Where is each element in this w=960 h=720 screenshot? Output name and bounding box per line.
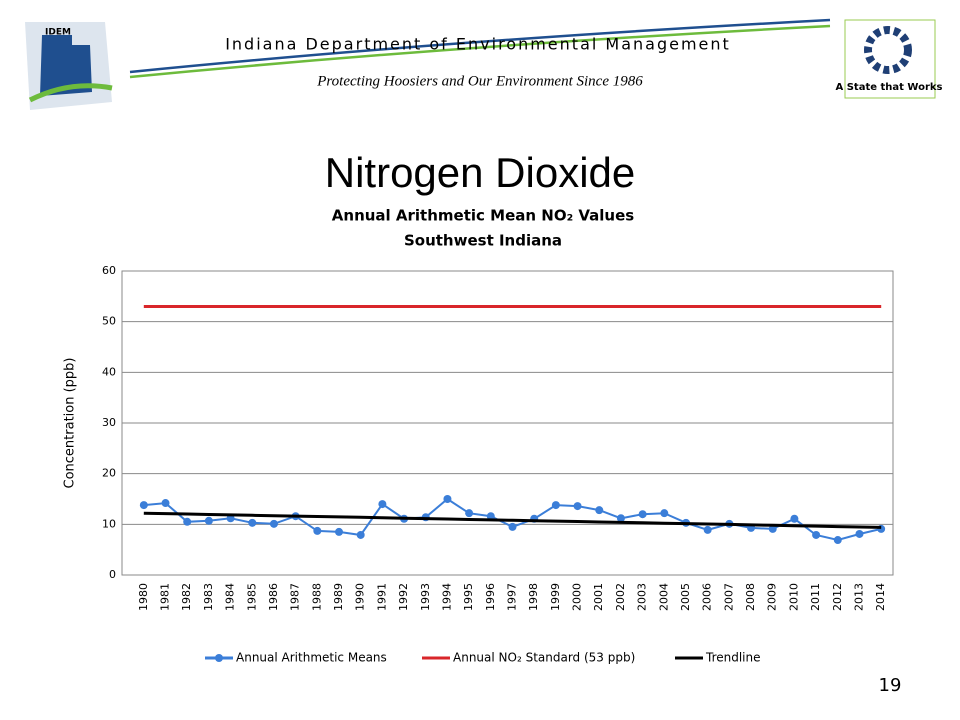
data-point <box>161 499 170 508</box>
x-tick-label: 2000 <box>571 583 584 611</box>
data-point <box>790 514 799 523</box>
x-tick-label: 1986 <box>267 583 280 611</box>
data-point <box>833 536 842 545</box>
x-tick-label: 1989 <box>332 583 345 611</box>
logo-text: IDEM <box>45 28 71 38</box>
y-tick-label: 60 <box>102 264 116 277</box>
x-tick-label: 1999 <box>549 583 562 611</box>
y-tick-label: 20 <box>102 467 116 480</box>
x-tick-label: 2001 <box>592 583 605 611</box>
x-tick-label: 1997 <box>506 583 519 611</box>
x-tick-label: 1992 <box>397 583 410 611</box>
data-point <box>855 529 864 538</box>
x-tick-label: 2005 <box>679 583 692 611</box>
x-tick-label: 2011 <box>809 583 822 611</box>
legend-label: Annual NO₂ Standard (53 ppb) <box>453 651 635 665</box>
data-point <box>313 526 322 535</box>
agency-name: Indiana Department of Environmental Mana… <box>225 35 731 54</box>
x-tick-label: 1998 <box>527 583 540 611</box>
data-point <box>269 519 278 528</box>
state-logo-gear <box>864 26 912 74</box>
legend-label: Annual Arithmetic Means <box>236 651 387 665</box>
series-line <box>143 511 882 529</box>
logo-state <box>40 35 92 96</box>
x-tick-label: 1987 <box>289 583 302 611</box>
data-point <box>443 495 452 503</box>
legend-marker <box>215 654 223 662</box>
x-tick-label: 1980 <box>137 583 150 611</box>
data-point <box>638 510 647 519</box>
data-point <box>551 501 560 510</box>
y-tick-label: 10 <box>102 517 116 530</box>
data-point <box>812 530 821 539</box>
data-point <box>486 512 495 521</box>
y-tick-label: 50 <box>102 315 116 328</box>
x-tick-label: 2014 <box>874 583 887 611</box>
data-point <box>248 518 257 527</box>
x-tick-label: 2013 <box>852 583 865 611</box>
x-tick-label: 2006 <box>701 583 714 611</box>
x-tick-label: 2002 <box>614 583 627 611</box>
x-tick-label: 2012 <box>831 583 844 611</box>
data-point <box>768 524 777 533</box>
chart-title: Annual Arithmetic Mean NO₂ Values <box>332 207 634 225</box>
data-point <box>378 500 387 509</box>
x-tick-label: 2008 <box>744 583 757 611</box>
state-slogan: A State that Works <box>836 82 943 93</box>
x-tick-label: 1985 <box>245 583 258 611</box>
x-tick-label: 2004 <box>657 583 670 611</box>
x-tick-label: 2009 <box>766 583 779 611</box>
x-tick-label: 2007 <box>722 583 735 611</box>
data-point <box>465 509 474 518</box>
header: IDEM Indiana Department of Environmental… <box>25 18 943 110</box>
y-axis-label: Concentration (ppb) <box>63 358 78 489</box>
x-tick-label: 2003 <box>636 583 649 611</box>
data-point <box>139 501 148 510</box>
x-tick-label: 1988 <box>310 583 323 611</box>
data-point <box>204 516 213 525</box>
header-swoosh <box>129 18 831 74</box>
x-tick-label: 1991 <box>375 583 388 611</box>
data-point <box>335 527 344 536</box>
data-point <box>573 502 582 511</box>
legend-label: Trendline <box>705 651 761 665</box>
x-tick-label: 1983 <box>202 583 215 611</box>
header-swoosh <box>129 24 831 79</box>
data-point <box>703 525 712 534</box>
x-tick-label: 1996 <box>484 583 497 611</box>
chart-subtitle: Southwest Indiana <box>404 232 562 250</box>
data-point <box>595 506 604 515</box>
data-point <box>616 514 625 523</box>
x-tick-label: 1993 <box>419 583 432 611</box>
x-tick-label: 1990 <box>354 583 367 611</box>
x-tick-label: 1981 <box>159 583 172 611</box>
y-tick-label: 40 <box>102 365 116 378</box>
plot: 0 10 20 30 40 50 60 1980 1981 1982 1983 1984 1985 198… <box>102 264 894 665</box>
x-tick-label: 1995 <box>462 583 475 611</box>
data-point <box>183 517 192 526</box>
data-point <box>508 522 517 531</box>
logo-swoosh <box>28 83 113 103</box>
data-point <box>660 509 669 518</box>
x-tick-label: 1984 <box>224 583 237 611</box>
page-number: 19 <box>879 675 902 696</box>
y-tick-label: 0 <box>109 568 116 581</box>
tagline: Protecting Hoosiers and Our Environment … <box>316 73 643 89</box>
x-tick-label: 1994 <box>440 583 453 611</box>
x-tick-label: 2010 <box>787 583 800 611</box>
y-tick-label: 30 <box>102 416 116 429</box>
slide-title: Nitrogen Dioxide <box>325 149 636 196</box>
plot-border <box>121 270 894 576</box>
data-point <box>356 530 365 539</box>
x-tick-label: 1982 <box>180 583 193 611</box>
